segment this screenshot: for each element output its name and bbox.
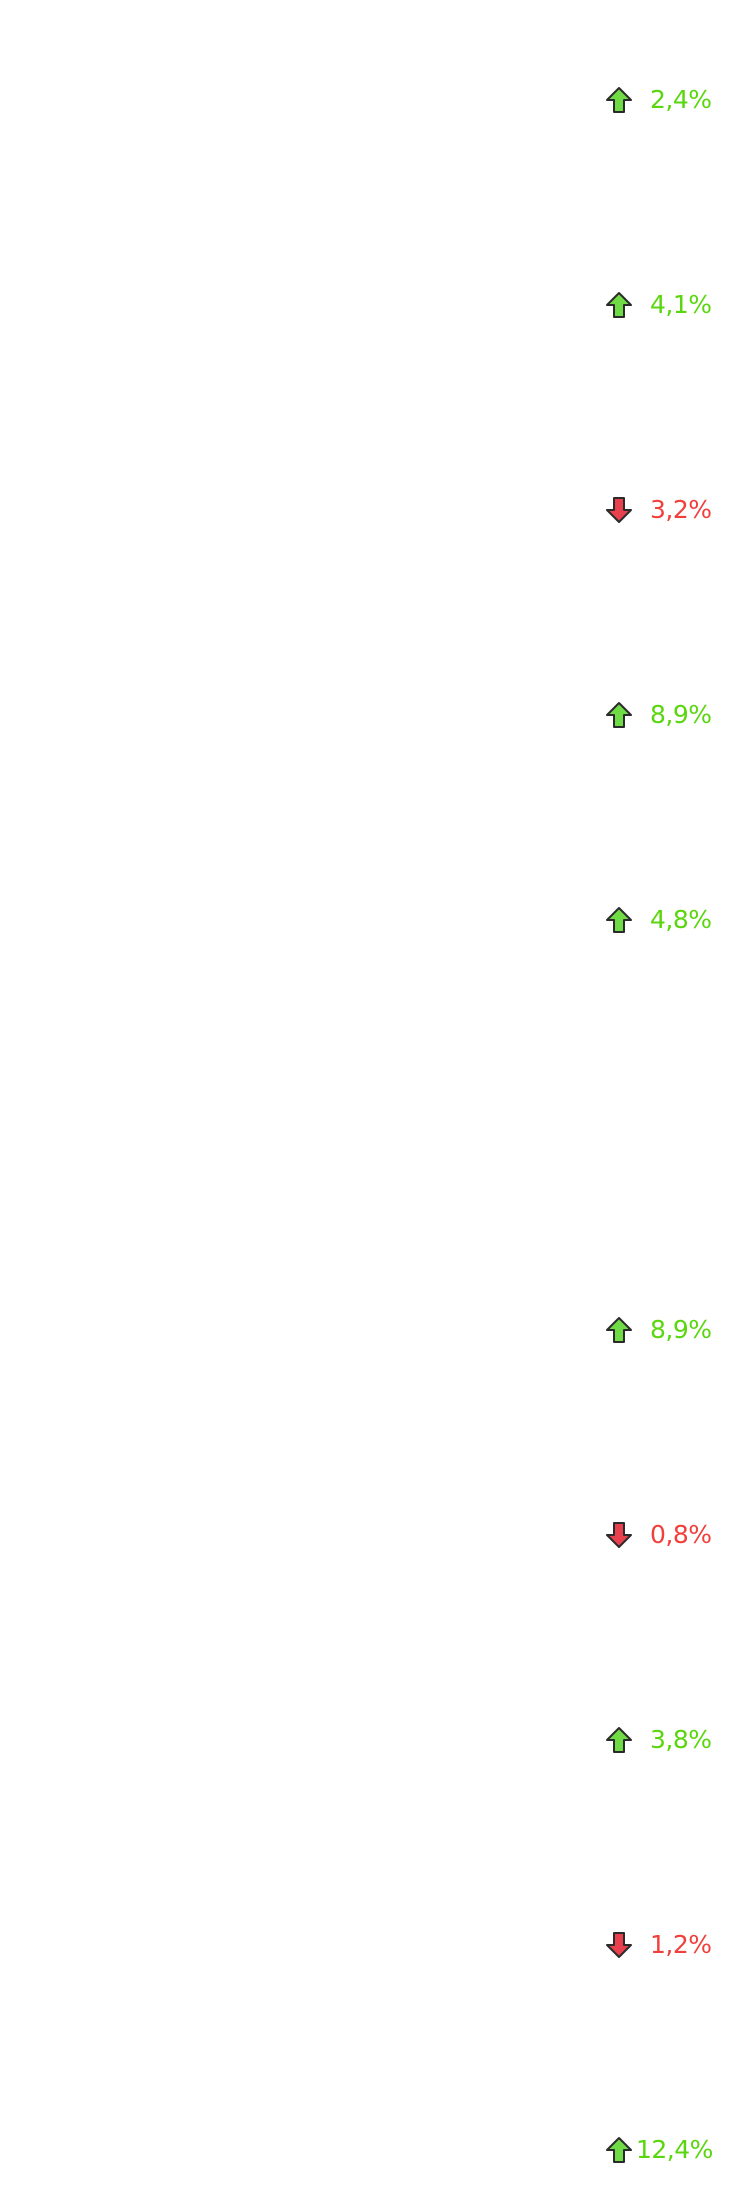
- change-indicator-5: 4,8%: [604, 900, 714, 940]
- change-value: 4,1%: [650, 290, 712, 319]
- arrow-up-icon: [604, 700, 634, 730]
- change-indicator-10: 12,4%: [604, 2130, 714, 2170]
- change-value: 8,9%: [650, 1315, 712, 1344]
- arrow-down-icon: [604, 1930, 634, 1960]
- arrow-up-icon: [604, 905, 634, 935]
- change-value: 1,2%: [650, 1930, 712, 1959]
- arrow-up-icon: [604, 290, 634, 320]
- change-indicator-9: 1,2%: [604, 1925, 714, 1965]
- change-indicator-6: 8,9%: [604, 1310, 714, 1350]
- change-value: 3,2%: [650, 495, 712, 524]
- change-value: 3,8%: [650, 1725, 712, 1754]
- change-value: 8,9%: [650, 700, 712, 729]
- arrow-up-icon: [604, 2135, 634, 2165]
- change-indicator-1: 2,4%: [604, 80, 714, 120]
- change-value: 4,8%: [650, 905, 712, 934]
- change-value: 12,4%: [636, 2135, 713, 2164]
- change-indicator-2: 4,1%: [604, 285, 714, 325]
- arrow-up-icon: [604, 1725, 634, 1755]
- change-value: 0,8%: [650, 1520, 712, 1549]
- change-indicator-8: 3,8%: [604, 1720, 714, 1760]
- arrow-down-icon: [604, 495, 634, 525]
- change-indicator-7: 0,8%: [604, 1515, 714, 1555]
- change-value: 2,4%: [650, 85, 712, 114]
- arrow-up-icon: [604, 1315, 634, 1345]
- arrow-down-icon: [604, 1520, 634, 1550]
- change-indicator-3: 3,2%: [604, 490, 714, 530]
- arrow-up-icon: [604, 85, 634, 115]
- change-indicator-4: 8,9%: [604, 695, 714, 735]
